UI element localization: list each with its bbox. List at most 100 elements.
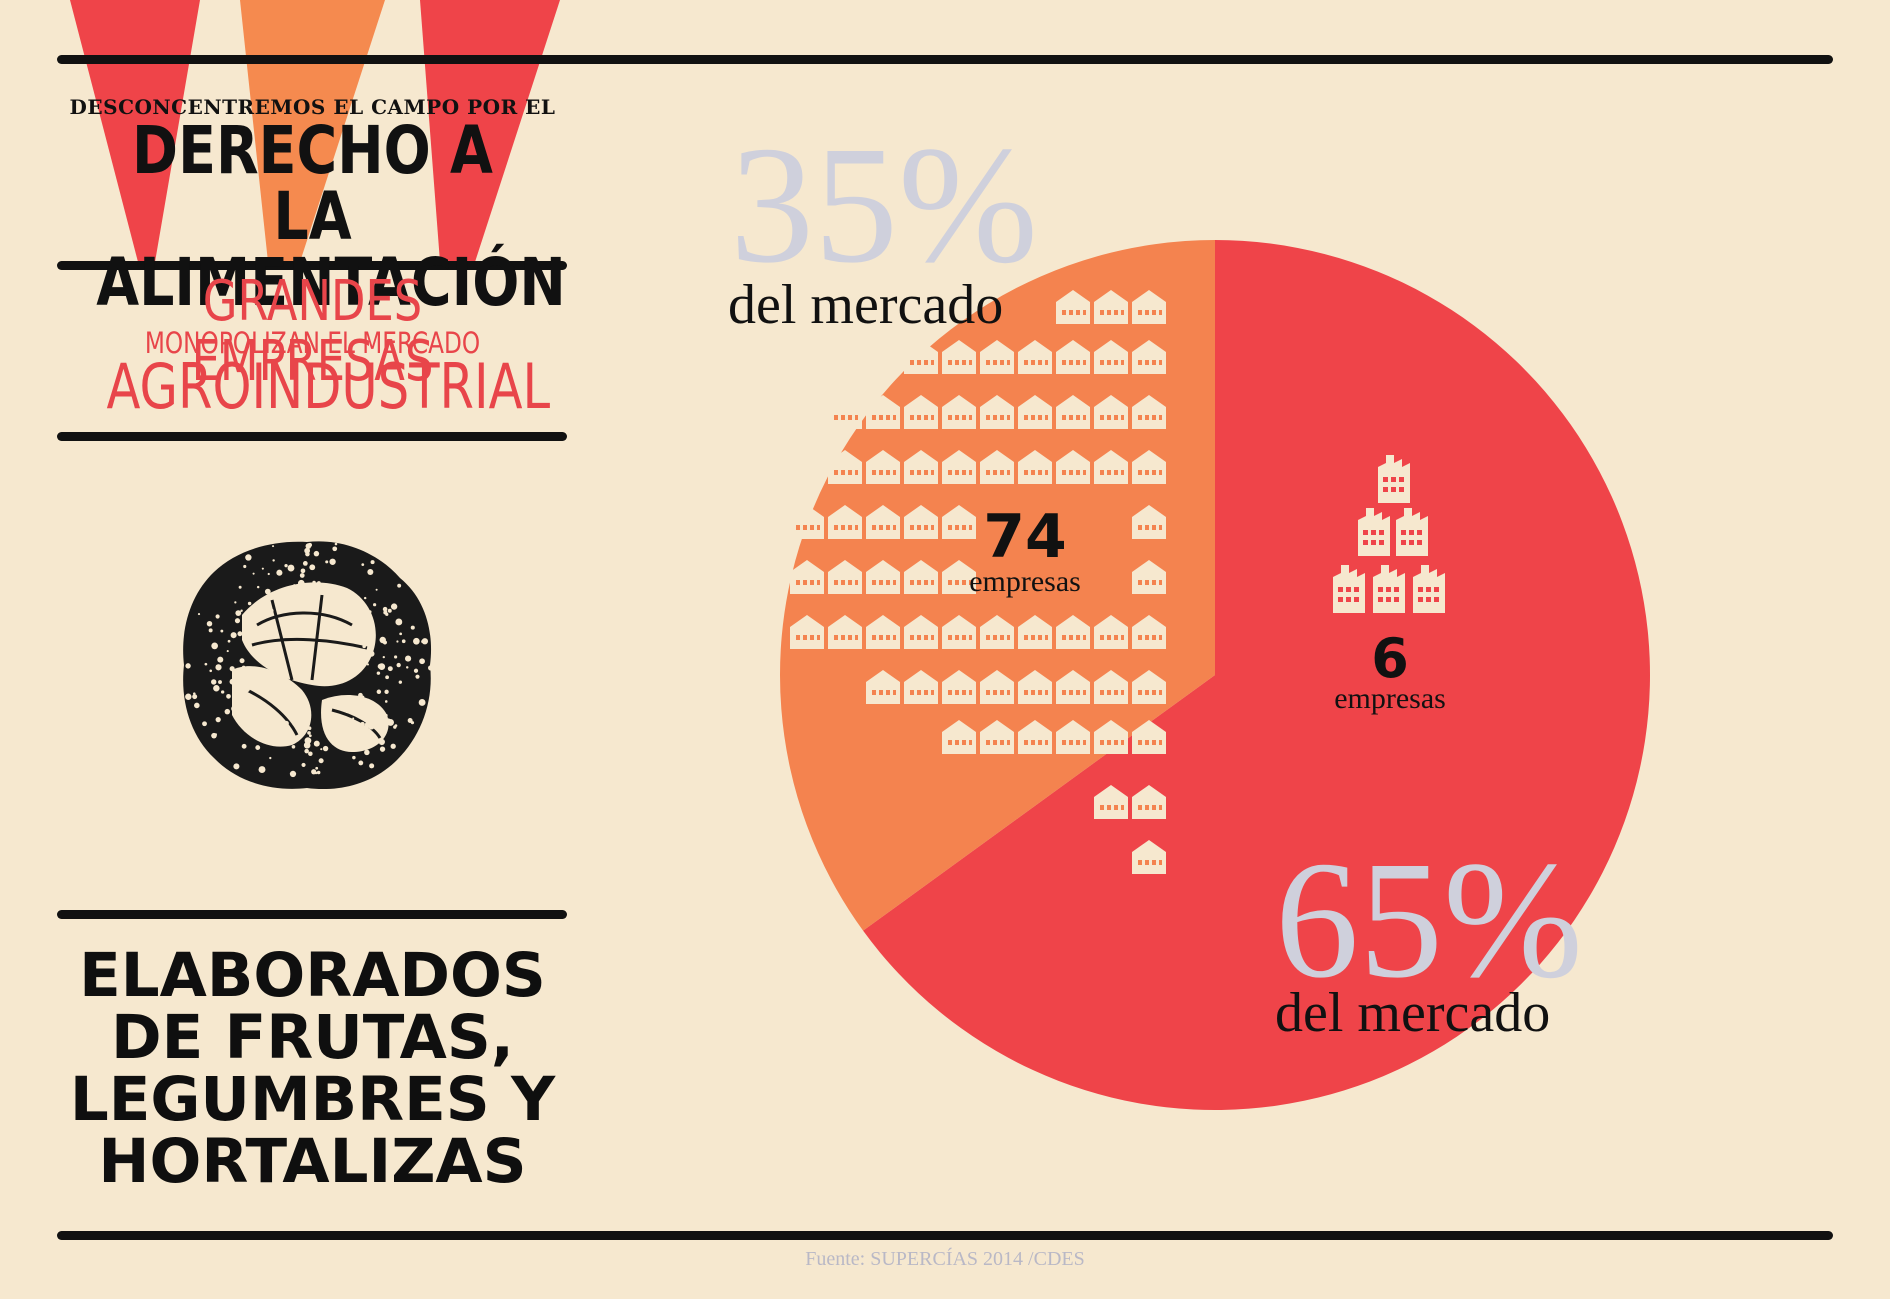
house-icon	[1094, 615, 1128, 649]
house-icon	[904, 450, 938, 484]
product-line-3: LEGUMBRES Y	[69, 1064, 556, 1135]
pie-slice-large	[863, 240, 1650, 1110]
house-icon	[828, 505, 862, 539]
title-divider-rule	[57, 261, 567, 270]
house-icon	[1132, 670, 1166, 704]
house-icon	[828, 450, 862, 484]
house-icon	[1132, 450, 1166, 484]
house-icon	[1132, 560, 1166, 594]
house-icon	[980, 395, 1014, 429]
large-slice-company-label: empresas	[1334, 682, 1446, 715]
factory-icon	[1358, 508, 1390, 556]
house-icon	[904, 670, 938, 704]
house-icon	[980, 450, 1014, 484]
house-icon	[980, 615, 1014, 649]
house-icon	[980, 340, 1014, 374]
house-icon	[1018, 340, 1052, 374]
banner-stripe-right	[420, 0, 560, 262]
house-icon	[790, 505, 824, 539]
house-icon	[866, 670, 900, 704]
pre-title: DESCONCENTREMOS EL CAMPO POR EL	[69, 95, 556, 119]
house-icon	[828, 615, 862, 649]
small-slice-company-label: empresas	[969, 565, 1081, 598]
bottom-rule	[57, 1231, 1833, 1240]
house-icon	[904, 505, 938, 539]
house-icon	[866, 395, 900, 429]
house-icon	[1132, 785, 1166, 819]
lettuce-icon	[183, 541, 434, 790]
house-icon	[1094, 720, 1128, 754]
banner-stripe-middle	[240, 0, 385, 262]
house-icon	[980, 720, 1014, 754]
source-note: Fuente: SUPERCÍAS 2014 /CDES	[805, 1248, 1085, 1270]
house-icon	[1094, 450, 1128, 484]
house-icon	[904, 615, 938, 649]
banner-stripe-left	[70, 0, 200, 262]
house-icon	[904, 340, 938, 374]
subtitle-divider-rule	[57, 432, 567, 441]
house-icon	[904, 560, 938, 594]
house-icon	[1056, 720, 1090, 754]
house-icon	[942, 720, 976, 754]
subtitle-line-3: AGROINDUSTRIAL	[106, 350, 551, 423]
factory-icon	[1378, 455, 1410, 503]
product-line-4: HORTALIZAS	[98, 1126, 527, 1197]
house-icon	[866, 560, 900, 594]
house-icon	[904, 395, 938, 429]
large-slice-percent-label: 65%	[1275, 827, 1583, 1013]
house-icon	[828, 395, 862, 429]
house-icon	[942, 670, 976, 704]
subtitle-line-1: GRANDES EMPRESAS	[191, 269, 434, 394]
house-icon	[1056, 670, 1090, 704]
title-line-1: DERECHO A LA	[132, 112, 493, 255]
house-icon	[1056, 340, 1090, 374]
house-icon	[980, 670, 1014, 704]
house-icon	[942, 505, 976, 539]
house-icon	[790, 615, 824, 649]
banner-stripes	[70, 0, 560, 262]
large-slice-caption: del mercado	[1275, 982, 1551, 1044]
small-slice-company-count: 74	[983, 502, 1067, 572]
house-icon	[866, 505, 900, 539]
house-icon	[790, 560, 824, 594]
small-slice-caption: del mercado	[728, 274, 1004, 336]
house-icon	[1132, 720, 1166, 754]
product-category: ELABORADOS DE FRUTAS, LEGUMBRES Y HORTAL…	[55, 945, 570, 1193]
house-icon	[866, 615, 900, 649]
title-line-2: ALIMENTACIÓN	[96, 244, 566, 321]
house-icon	[1018, 670, 1052, 704]
house-icon	[1132, 340, 1166, 374]
house-icon	[942, 450, 976, 484]
factory-icon	[1373, 565, 1405, 613]
page-title: DERECHO A LA ALIMENTACIÓN	[96, 112, 566, 321]
top-rule	[57, 55, 1833, 64]
house-icon	[1018, 720, 1052, 754]
subtitle-line-2: MONOPOLIZAN EL MERCADO	[144, 326, 481, 360]
house-icon	[942, 615, 976, 649]
factory-icon	[1333, 565, 1365, 613]
house-icon	[1132, 395, 1166, 429]
house-icon	[942, 340, 976, 374]
house-icon	[1132, 840, 1166, 874]
house-icon	[1056, 395, 1090, 429]
product-line-1: ELABORADOS	[79, 940, 546, 1011]
house-icon	[1094, 395, 1128, 429]
house-icon	[1132, 290, 1166, 324]
factory-icon	[1413, 565, 1445, 613]
house-icon	[1018, 615, 1052, 649]
product-line-2: DE FRUTAS,	[111, 1002, 514, 1073]
house-icon	[1056, 290, 1090, 324]
house-icon	[942, 395, 976, 429]
house-icon	[1056, 615, 1090, 649]
house-icon	[1056, 450, 1090, 484]
house-icon	[942, 560, 976, 594]
large-slice-company-count: 6	[1371, 627, 1409, 690]
house-icon	[828, 560, 862, 594]
house-icon	[1094, 290, 1128, 324]
house-icon	[1132, 505, 1166, 539]
house-icon	[1094, 785, 1128, 819]
product-divider-rule	[57, 910, 567, 919]
house-icon	[1132, 615, 1166, 649]
factory-icon	[1396, 508, 1428, 556]
